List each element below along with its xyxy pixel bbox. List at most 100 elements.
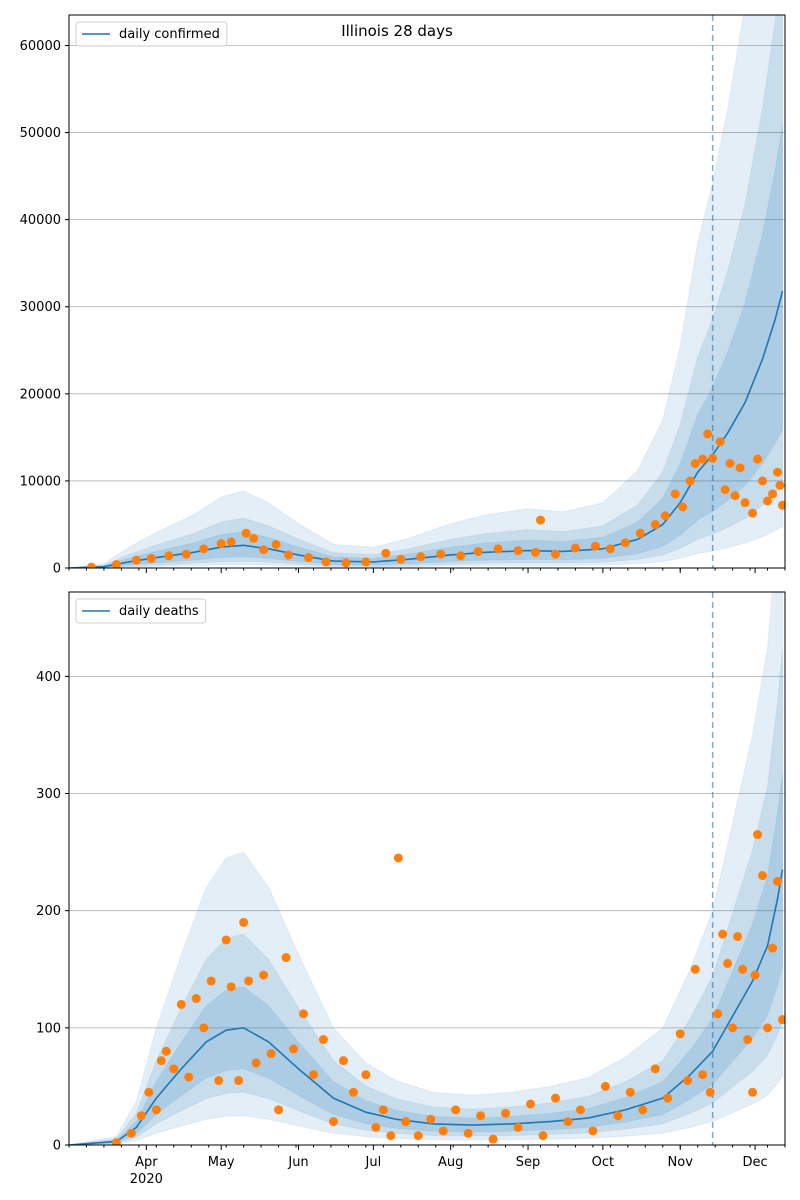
axes-frame (68, 14, 786, 569)
observed-point (708, 453, 718, 463)
observed-point (753, 830, 763, 840)
legend-label: daily deaths (119, 604, 199, 619)
observed-point (600, 1081, 610, 1091)
figure-title: Illinois 28 days (341, 22, 453, 40)
observed-point (563, 1117, 573, 1127)
observed-point (748, 1087, 758, 1097)
observed-point (650, 1064, 660, 1074)
x-tick-label: Sep (516, 1155, 541, 1170)
observed-point (690, 458, 700, 468)
observed-point (660, 511, 670, 521)
uncertainty-band-2 (69, 773, 784, 1145)
observed-point (513, 546, 523, 556)
observed-point (386, 1131, 396, 1141)
plot-area (69, 592, 785, 1145)
uncertainty-band-1 (69, 649, 784, 1145)
x-tick-label: May (208, 1155, 235, 1170)
x-tick-label: Jul (365, 1155, 382, 1170)
observed-point (773, 467, 783, 477)
observed-point (191, 994, 201, 1004)
observed-point (259, 545, 269, 555)
observed-point (126, 1128, 136, 1138)
observed-point (650, 519, 660, 529)
observed-point (426, 1114, 436, 1124)
observed-point (436, 549, 446, 559)
observed-point (111, 560, 121, 568)
observed-point (763, 1023, 773, 1033)
observed-point (538, 1131, 548, 1141)
observed-point (570, 543, 580, 553)
observed-point (690, 964, 700, 974)
observed-point (206, 976, 216, 986)
observed-point (318, 1035, 328, 1045)
observed-point (763, 496, 773, 506)
observed-point (381, 548, 391, 558)
observed-point (725, 458, 735, 468)
observed-point (740, 498, 750, 508)
observed-point (401, 1117, 411, 1127)
uncertainty-band-2 (69, 124, 784, 568)
legend-box (75, 598, 207, 624)
observed-point (164, 551, 174, 561)
observed-point (216, 539, 226, 549)
observed-point (144, 1087, 154, 1097)
observed-point (214, 1076, 224, 1086)
y-tick-label: 30000 (20, 300, 61, 315)
legend-box (75, 21, 228, 47)
y-tick-label: 50000 (20, 126, 61, 141)
observed-point (156, 1056, 166, 1066)
axes-frame (68, 591, 786, 1146)
observed-point (221, 935, 231, 945)
observed-point (705, 1087, 715, 1097)
observed-point (713, 1009, 723, 1019)
observed-point (635, 528, 645, 538)
observed-point (169, 1064, 179, 1074)
y-tick-label: 300 (36, 787, 61, 802)
observed-point (176, 999, 186, 1009)
observed-point (161, 1046, 171, 1056)
observed-point (488, 1134, 498, 1144)
observed-point (620, 538, 630, 548)
observed-point (199, 1023, 209, 1033)
observed-point (274, 1105, 284, 1115)
observed-point (289, 1044, 299, 1054)
observed-point (308, 1070, 318, 1080)
observed-point (703, 429, 713, 439)
y-tick-label: 60000 (20, 39, 61, 54)
observed-point (328, 1117, 338, 1127)
observed-point (239, 917, 249, 927)
x-tick-label: Aug (438, 1155, 463, 1170)
confirmed-panel: 0 10000 20000 30000 40000 50000 60000 daily con… (20, 14, 786, 577)
y-tick-label: 0 (53, 1139, 61, 1154)
observed-point (750, 970, 760, 980)
observed-point (416, 552, 426, 562)
observed-point (758, 476, 768, 486)
observed-point (393, 853, 403, 863)
observed-point (476, 1111, 486, 1121)
y-tick-label: 200 (36, 904, 61, 919)
observed-point (111, 1138, 121, 1145)
observed-point (371, 1122, 381, 1132)
observed-point (501, 1108, 511, 1118)
legend: daily deaths (75, 598, 207, 624)
observed-point (151, 1105, 161, 1115)
observed-point (259, 970, 269, 980)
observed-point (348, 1087, 358, 1097)
observed-point (675, 1029, 685, 1039)
observed-point (361, 557, 371, 567)
observed-point (723, 958, 733, 968)
uncertainty-band-0 (69, 15, 784, 568)
deaths-panel: 0 100 200 300 400 Apr 2020 May Jun Jul Aug Sep Oct No… (36, 591, 786, 1187)
observed-point (234, 1076, 244, 1086)
observed-point (281, 953, 291, 963)
observed-point (605, 544, 615, 554)
observed-point (338, 1056, 348, 1066)
observed-point (249, 533, 259, 543)
observed-point (733, 931, 743, 941)
median-line (69, 869, 784, 1145)
observed-point (663, 1093, 673, 1103)
observed-point (341, 558, 351, 568)
y-tick-label: 400 (36, 670, 61, 685)
observed-point (536, 515, 546, 525)
